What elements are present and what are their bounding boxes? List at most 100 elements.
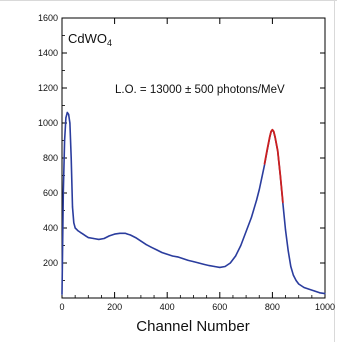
frame-rule-right <box>334 0 335 342</box>
fit-point-1 <box>266 149 268 151</box>
y-axis: 200 400 600 800 1000 1200 1400 1600 <box>38 13 325 281</box>
x-tick-label-3: 600 <box>212 302 227 312</box>
fit-point-4 <box>271 129 273 131</box>
spectrum-point-3 <box>65 117 67 119</box>
x-tick-label-0: 0 <box>59 302 64 312</box>
spectrum-point-32 <box>177 256 179 258</box>
x-tick-label-4: 800 <box>265 302 280 312</box>
fit-point-5 <box>273 130 275 132</box>
y-tick-label-5: 1200 <box>38 83 58 93</box>
spectrum-point-48 <box>258 188 260 191</box>
spectrum-point-22 <box>124 232 126 234</box>
spectrum-point-40 <box>219 266 221 268</box>
y-tick-label-6: 1400 <box>38 48 58 58</box>
spectrum-point-35 <box>192 261 195 263</box>
spectrum-point-67 <box>308 288 310 290</box>
spectrum-point-24 <box>135 237 137 239</box>
spectrum-point-0 <box>61 293 63 296</box>
spectrum-point-28 <box>156 249 158 251</box>
fit-point-3 <box>270 130 272 132</box>
spectrum-point-41 <box>224 265 226 268</box>
x-tick-label-2: 400 <box>160 302 175 312</box>
spectrum-point-60 <box>284 229 287 231</box>
material-label: CdWO4 <box>68 31 112 48</box>
spectrum-point-17 <box>98 238 100 240</box>
y-tick-label-3: 800 <box>43 153 58 163</box>
spectrum-point-16 <box>92 237 95 240</box>
fit-point-9 <box>282 202 284 204</box>
x-tick-label-5: 1000 <box>315 302 335 312</box>
light-output-annotation: L.O. = 13000 ± 500 photons/MeV <box>115 84 285 96</box>
spectrum-point-13 <box>82 233 84 235</box>
x-axis: 0 200 400 600 800 1000 <box>59 18 335 312</box>
spectrum-point-23 <box>129 234 131 236</box>
fit-point-6 <box>274 136 276 138</box>
spectrum-point-39 <box>213 265 216 268</box>
spectrum-point-6 <box>69 122 71 124</box>
fit-point-8 <box>279 174 281 176</box>
fit-point-0 <box>263 163 266 165</box>
spectrum-point-2 <box>64 139 66 142</box>
x-tick-label-1: 200 <box>107 302 122 312</box>
peak-fit-line <box>263 128 284 203</box>
spectrum-point-61 <box>287 250 289 252</box>
spectrum-point-64 <box>295 279 297 282</box>
spectrum-point-69 <box>319 292 321 294</box>
spectrum-point-36 <box>198 262 200 264</box>
spectrum-point-47 <box>256 199 258 201</box>
spectrum-point-8 <box>71 206 74 208</box>
y-tick-label-2: 600 <box>43 188 58 198</box>
spectrum-point-38 <box>208 265 210 267</box>
y-tick-label-7: 1600 <box>38 13 58 23</box>
spectrum-point-30 <box>166 253 168 255</box>
spectrum-point-18 <box>103 237 105 240</box>
series-layer <box>61 111 326 296</box>
spectrum-point-31 <box>171 255 174 257</box>
spectrum-point-10 <box>74 227 76 229</box>
spectrum-point-34 <box>187 259 189 261</box>
spectrum-point-44 <box>240 244 242 247</box>
fit-point-2 <box>269 136 271 138</box>
spectrum-point-50 <box>263 164 266 166</box>
x-axis-label: Channel Number <box>136 318 249 335</box>
material-label-main: CdWO <box>68 31 107 46</box>
spectrum-point-33 <box>182 258 184 260</box>
spectrum-point-11 <box>77 230 79 232</box>
spectrum-point-49 <box>261 176 263 178</box>
spectrum-point-1 <box>62 192 64 194</box>
spectrum-point-70 <box>324 293 326 295</box>
spectrum-point-4 <box>66 111 68 114</box>
spectrum-point-19 <box>108 235 110 237</box>
y-tick-label-1: 400 <box>43 223 58 233</box>
spectrum-point-20 <box>114 233 116 235</box>
spectrum-point-27 <box>150 246 153 248</box>
spectrum-point-59 <box>282 202 284 205</box>
spectrum-point-65 <box>298 283 300 285</box>
spectrum-point-43 <box>234 255 237 257</box>
spectrum-point-21 <box>119 232 121 234</box>
spectrum-point-5 <box>67 113 70 115</box>
spectrum-point-68 <box>313 290 316 292</box>
spectrum-point-45 <box>245 230 247 233</box>
y-tick-label-4: 1000 <box>38 118 58 128</box>
spectrum-point-42 <box>229 262 231 264</box>
material-label-subscript: 4 <box>107 38 112 48</box>
spectrum-point-62 <box>290 265 292 268</box>
y-tick-label-0: 200 <box>43 258 58 268</box>
spectrum-series-line <box>61 111 326 295</box>
spectrum-point-15 <box>87 237 89 239</box>
spectrum-point-9 <box>73 222 75 224</box>
spectrum-point-29 <box>161 251 163 254</box>
spectrum-point-63 <box>292 274 295 276</box>
spectrum-point-7 <box>70 157 72 159</box>
spectrum-point-25 <box>140 240 142 242</box>
spectrum-point-37 <box>203 263 205 265</box>
spectrum-point-14 <box>85 235 87 237</box>
spectrum-point-26 <box>145 244 147 246</box>
spectrum-point-12 <box>79 231 82 233</box>
frame-rule-top <box>0 0 337 1</box>
spectrum-point-66 <box>303 286 305 289</box>
spectrum-point-46 <box>250 216 252 219</box>
